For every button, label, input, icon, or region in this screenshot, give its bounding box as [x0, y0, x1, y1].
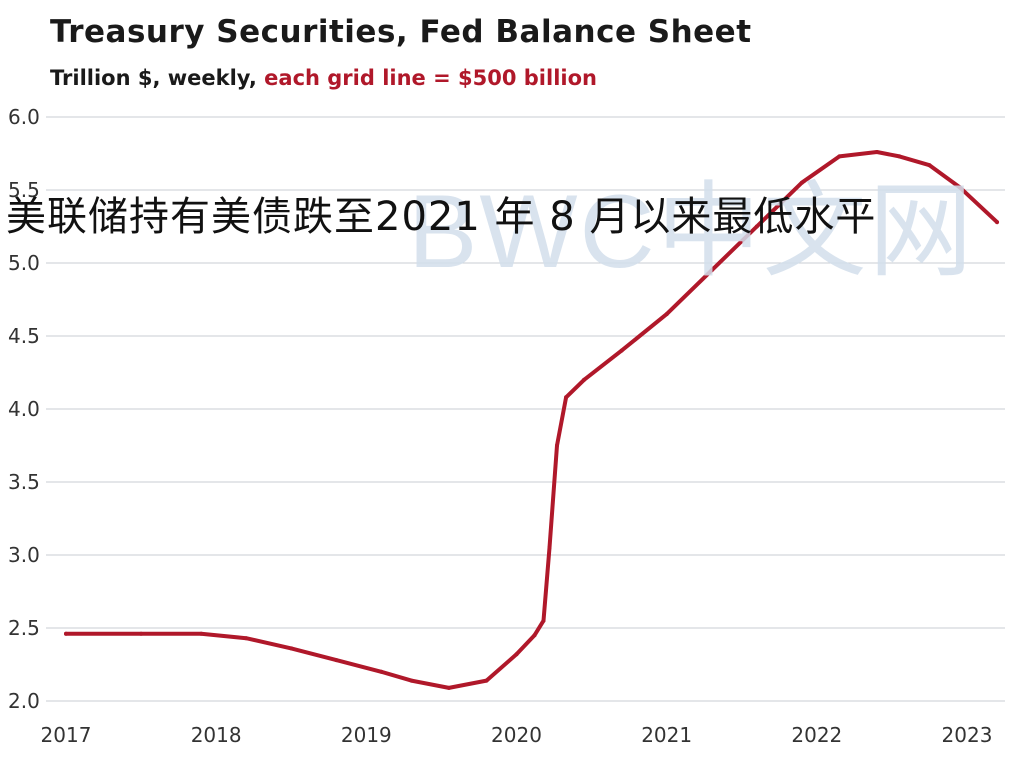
grid-lines — [46, 116, 1005, 702]
data-point — [64, 631, 68, 636]
data-point — [555, 443, 559, 448]
data-point — [446, 685, 451, 690]
data-point — [409, 678, 414, 683]
x-tick-label: 2021 — [641, 723, 692, 747]
x-tick-label: 2018 — [191, 723, 242, 747]
data-point — [957, 185, 962, 190]
x-tick-label: 2017 — [41, 723, 92, 747]
y-tick-label: 2.5 — [8, 616, 40, 640]
series-line — [64, 150, 999, 690]
y-tick-label: 2.0 — [8, 689, 40, 713]
x-axis-ticks: 2017 2018 2019 2020 2021 2022 2023 — [41, 723, 993, 747]
data-point — [541, 618, 546, 623]
data-point — [244, 636, 249, 641]
y-tick-label: 6.0 — [8, 105, 40, 129]
data-point — [927, 163, 932, 168]
subtitle-units: Trillion $, weekly, — [50, 66, 265, 90]
data-point — [754, 224, 759, 229]
data-point — [582, 377, 587, 382]
overlay-caption: 美联储持有美债跌至2021 年 8 月以来最低水平 — [6, 194, 877, 240]
y-tick-label: 5.5 — [8, 178, 40, 202]
data-point — [484, 678, 489, 683]
data-point — [199, 631, 204, 636]
y-tick-label: 5.0 — [8, 251, 40, 275]
data-point — [837, 154, 842, 159]
data-point — [664, 312, 669, 317]
y-tick-label: 3.0 — [8, 543, 40, 567]
y-axis-ticks: 2.0 2.5 3.0 3.5 4.0 4.5 5.0 5.5 6.0 — [8, 105, 40, 713]
data-point — [289, 646, 294, 651]
x-tick-label: 2023 — [942, 723, 993, 747]
data-point — [874, 150, 879, 154]
data-point — [897, 154, 902, 159]
data-point — [532, 633, 537, 638]
chart-subtitle: Trillion $, weekly, each grid line = $50… — [50, 66, 597, 90]
data-point — [709, 268, 714, 273]
data-point — [619, 348, 624, 353]
series-layer — [64, 150, 999, 690]
subtitle-grid-note: each grid line = $500 billion — [264, 66, 597, 90]
data-point — [139, 631, 144, 636]
watermark-logo: BWC中文网 — [408, 174, 975, 290]
data-point — [514, 652, 519, 657]
data-point — [547, 545, 552, 550]
data-point — [334, 658, 339, 663]
data-point — [995, 220, 999, 225]
chart-title: Treasury Securities, Fed Balance Sheet — [50, 14, 752, 50]
x-tick-label: 2020 — [491, 723, 542, 747]
y-tick-label: 3.5 — [8, 470, 40, 494]
x-tick-label: 2019 — [341, 723, 392, 747]
data-point — [379, 669, 384, 674]
y-tick-label: 4.0 — [8, 397, 40, 421]
data-point — [564, 395, 569, 400]
x-tick-label: 2022 — [791, 723, 842, 747]
y-tick-label: 4.5 — [8, 324, 40, 348]
data-point — [799, 180, 804, 185]
